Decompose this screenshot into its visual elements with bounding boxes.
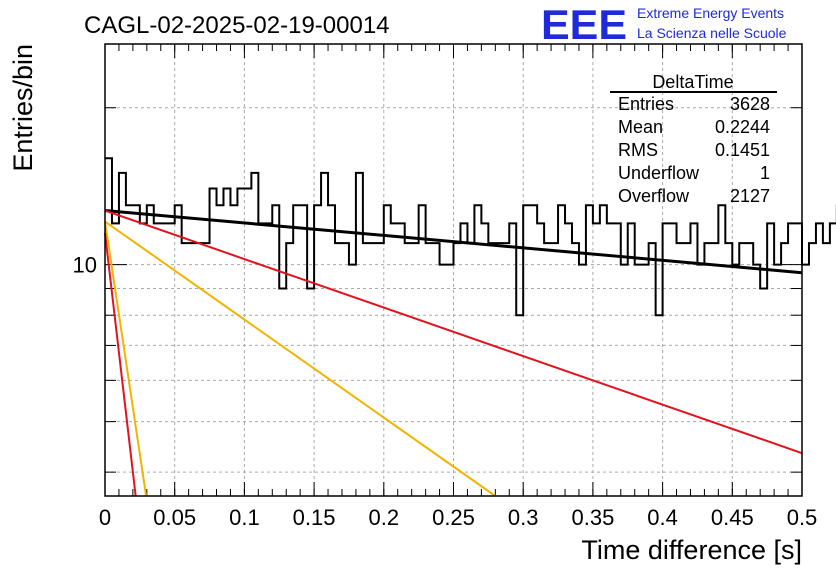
plot-area: [105, 44, 802, 496]
stats-box: DeltaTime Entries 3628 Mean 0.2244 RMS 0.1451…: [610, 72, 777, 206]
stats-row-value: 3628: [730, 94, 770, 114]
fit-curve: [104, 220, 496, 497]
stats-title: DeltaTime: [652, 72, 733, 92]
stats-row-label: Underflow: [618, 163, 700, 183]
x-tick-label: 0.35: [571, 505, 614, 530]
stats-rows: Entries 3628 Mean 0.2244 RMS 0.1451 Underflow 1…: [618, 94, 770, 206]
stats-row-value: 0.1451: [715, 140, 770, 160]
y-tick-label: 10: [73, 253, 97, 278]
x-tick-label: 0.2: [369, 505, 400, 530]
fit-curves: [104, 209, 803, 497]
x-tick-label: 0.05: [153, 505, 196, 530]
stats-row-label: RMS: [618, 140, 658, 160]
stats-row-value: 1: [760, 163, 770, 183]
x-tick-label: 0.4: [647, 505, 678, 530]
x-tick-label: 0.45: [711, 505, 754, 530]
x-tick-label: 0.5: [787, 505, 818, 530]
x-tick-label: 0.3: [508, 505, 539, 530]
y-tick-labels: 10: [73, 253, 97, 278]
org-name-line1: Extreme Energy Events: [637, 5, 784, 21]
eee-logo: EEE: [541, 1, 627, 48]
stats-row-value: 0.2244: [715, 117, 770, 137]
x-axis-label: Time difference [s]: [581, 535, 802, 565]
axis-ticks: [104, 44, 803, 496]
stats-row-value: 2127: [730, 186, 770, 206]
stats-row-label: Mean: [618, 117, 663, 137]
fit-curve: [104, 209, 803, 455]
x-tick-label: 0: [99, 505, 111, 530]
stats-row-label: Entries: [618, 94, 674, 114]
fit-curve: [104, 232, 137, 497]
grid-lines: [104, 44, 803, 496]
stats-row-label: Overflow: [618, 186, 690, 206]
x-tick-label: 0.15: [293, 505, 336, 530]
y-axis-label: Entries/bin: [8, 44, 38, 172]
org-name-line2: La Scienza nelle Scuole: [637, 25, 787, 41]
plot-frame: [104, 43, 803, 497]
fit-curve: [104, 209, 803, 275]
histogram-steps: [105, 157, 836, 317]
x-tick-label: 0.1: [229, 505, 260, 530]
fit-curve: [104, 221, 148, 497]
x-tick-labels: 0 0.05 0.1 0.15 0.2 0.25 0.3 0.35 0.4 0.45 0.5: [99, 505, 817, 530]
run-title: CAGL-02-2025-02-19-00014: [84, 12, 390, 39]
x-tick-label: 0.25: [432, 505, 475, 530]
